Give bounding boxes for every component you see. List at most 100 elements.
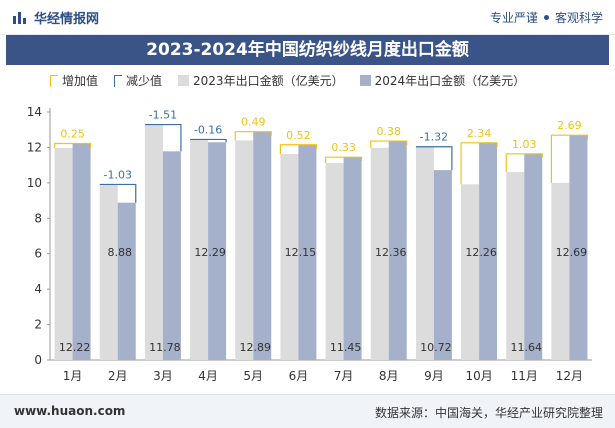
value-label-2024: 12.26 [465, 246, 497, 259]
increase-marker [370, 140, 408, 148]
value-label-2024: 12.22 [59, 341, 91, 354]
bar-chart: 0 2 4 6 8 10 12 14 0.25 12.22 1月 -1.03 8.88 2月 -1.51 11… [27, 105, 592, 383]
decrease-marker [99, 183, 137, 203]
tagline-1: 专业严谨 [489, 11, 538, 25]
y-tick-label: 12 [27, 140, 42, 154]
bar-2023 [144, 124, 163, 360]
x-tick-label: 4月 [198, 369, 218, 383]
change-label: 0.33 [331, 141, 356, 154]
decrease-marker [415, 146, 453, 171]
change-label: 0.25 [60, 128, 85, 141]
bar-2023 [235, 140, 254, 360]
change-label: 0.52 [286, 129, 311, 142]
bar-2023 [415, 146, 434, 360]
legend-label-2023: 2023年出口金额（亿美元） [193, 74, 344, 88]
bar-2024 [72, 143, 91, 360]
website-link[interactable]: www.huaon.com [14, 404, 126, 418]
bar-2024 [388, 141, 407, 360]
change-label: -1.51 [149, 109, 177, 122]
decrease-marker [190, 138, 227, 143]
x-tick-label: 10月 [465, 369, 492, 383]
bar-2024 [343, 157, 362, 360]
bar-2023 [370, 147, 389, 360]
increase-marker [460, 142, 498, 185]
bar-2024 [117, 202, 136, 360]
decrease-marker [144, 123, 182, 152]
legend: 增加值 减少值 2023年出口金额（亿美元） 2024年出口金额（亿美元） [50, 72, 525, 89]
legend-item-increase: 增加值 [50, 72, 98, 89]
x-tick-label: 2月 [108, 369, 128, 383]
value-label-2024: 11.45 [330, 341, 362, 354]
bar-2024 [524, 153, 543, 360]
bar-2024 [162, 151, 181, 360]
y-tick-label: 10 [27, 176, 42, 190]
footer: www.huaon.com 数据来源：中国海关，华经产业研究院整理 [0, 394, 615, 428]
legend-item-2024: 2024年出口金额（亿美元） [359, 72, 526, 89]
legend-item-2023: 2023年出口金额（亿美元） [178, 72, 344, 89]
bar-2023 [99, 184, 118, 360]
legend-label-2024: 2024年出口金额（亿美元） [374, 74, 526, 88]
x-tick-label: 6月 [289, 369, 309, 383]
legend-label-decrease: 减少值 [126, 74, 163, 88]
value-label-2024: 12.36 [375, 246, 407, 259]
bar-2023 [190, 139, 209, 360]
x-tick-label: 1月 [63, 369, 83, 383]
x-tick-label: 9月 [424, 369, 444, 383]
bar-2024 [208, 142, 227, 360]
bar-2023 [54, 147, 73, 360]
swatch-2023-icon [178, 75, 190, 86]
bar-2023 [325, 163, 344, 360]
separator-dot-icon [543, 15, 549, 20]
change-label: 1.03 [512, 138, 537, 151]
change-label: 2.69 [557, 119, 582, 132]
bar-chart-logo-icon [12, 10, 28, 26]
brand: 华经情报网 [12, 8, 99, 27]
tagline-2: 客观科学 [554, 11, 603, 25]
y-tick-label: 0 [34, 353, 42, 367]
change-label: 2.34 [467, 127, 492, 140]
increase-marker [53, 142, 92, 148]
top-bar: 华经情报网 专业严谨 客观科学 [0, 0, 615, 35]
increase-marker [279, 144, 318, 154]
value-label-2024: 11.78 [149, 341, 181, 354]
legend-label-increase: 增加值 [62, 74, 99, 88]
value-label-2024: 12.69 [556, 246, 588, 259]
change-label: 0.49 [241, 116, 266, 129]
increase-legend-icon [50, 74, 58, 87]
y-tick-label: 6 [34, 247, 42, 261]
bar-2024 [298, 144, 317, 360]
swatch-2024-icon [359, 75, 371, 86]
change-label: -1.32 [420, 131, 448, 144]
x-tick-label: 3月 [153, 369, 173, 383]
change-label: 0.38 [377, 125, 402, 138]
bar-2024 [569, 135, 588, 360]
change-label: -0.16 [194, 123, 222, 136]
value-label-2024: 12.29 [194, 246, 226, 259]
chart-title: 2023-2024年中国纺织纱线月度出口金额 [6, 35, 609, 65]
decrease-legend-icon [114, 74, 123, 87]
value-label-2024: 10.72 [420, 341, 452, 354]
value-label-2024: 11.64 [511, 341, 543, 354]
increase-marker [550, 134, 589, 183]
x-tick-label: 7月 [334, 369, 354, 383]
y-tick-label: 14 [27, 105, 42, 119]
value-label-2024: 12.89 [240, 341, 272, 354]
x-tick-label: 11月 [511, 369, 538, 383]
brand-name: 华经情报网 [34, 12, 100, 27]
x-tick-label: 8月 [379, 369, 399, 383]
y-tick-label: 2 [34, 318, 42, 332]
tagline: 专业严谨 客观科学 [490, 9, 603, 26]
x-tick-label: 12月 [556, 369, 583, 383]
data-source: 数据来源：中国海关，华经产业研究院整理 [374, 406, 603, 420]
value-label-2024: 8.88 [108, 246, 133, 259]
bar-2023 [506, 172, 525, 360]
bar-2023 [461, 184, 480, 360]
bar-2023 [280, 153, 299, 360]
y-tick-label: 4 [34, 282, 42, 296]
increase-marker [505, 153, 543, 173]
increase-marker [324, 156, 363, 164]
bar-2023 [551, 182, 570, 360]
bar-2024 [479, 142, 498, 360]
bar-2024 [433, 170, 452, 360]
y-tick-label: 8 [34, 211, 42, 225]
